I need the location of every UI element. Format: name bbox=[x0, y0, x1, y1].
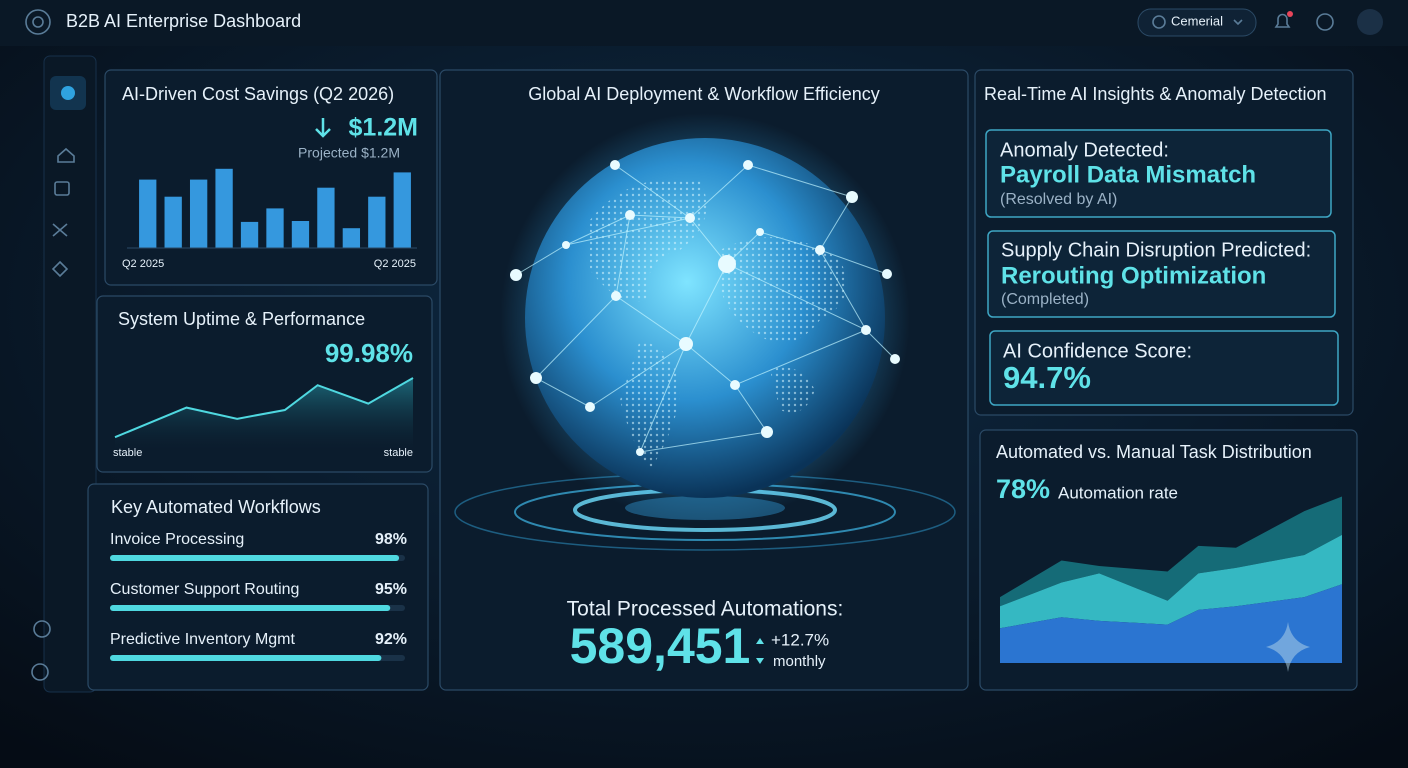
bar bbox=[240, 221, 259, 248]
headline: 78% bbox=[996, 474, 1050, 504]
panel-title: Automated vs. Manual Task Distribution bbox=[996, 442, 1312, 462]
subtitle: Projected $1.2M bbox=[298, 145, 400, 161]
sparkle bbox=[1266, 622, 1310, 672]
subtitle: Automation rate bbox=[1058, 483, 1178, 502]
x-tick-label: Q2 2025 bbox=[374, 258, 416, 270]
card-heading: Supply Chain Disruption Predicted: bbox=[1001, 239, 1311, 261]
line bbox=[114, 377, 414, 439]
bar bbox=[215, 168, 233, 248]
period: monthly bbox=[773, 653, 826, 670]
bar bbox=[189, 179, 208, 248]
insight-card[interactable] bbox=[989, 330, 1339, 406]
card-highlight: Rerouting Optimization bbox=[1001, 262, 1266, 289]
bar bbox=[368, 196, 386, 248]
insight-card[interactable] bbox=[987, 230, 1336, 318]
settings[interactable] bbox=[1316, 13, 1334, 31]
bar bbox=[291, 221, 310, 248]
bar bbox=[164, 196, 182, 248]
nav-icon[interactable] bbox=[54, 181, 70, 196]
app-title: B2B AI Enterprise Dashboard bbox=[66, 11, 301, 31]
bar bbox=[266, 208, 284, 248]
bar bbox=[317, 187, 335, 248]
x-tick-label: Q2 2025 bbox=[122, 258, 164, 270]
row-value: 95% bbox=[375, 581, 407, 598]
panel-title: Real-Time AI Insights & Anomaly Detectio… bbox=[984, 84, 1326, 104]
panel bbox=[87, 483, 429, 691]
chevron bbox=[1233, 19, 1243, 26]
panel-title: System Uptime & Performance bbox=[118, 309, 365, 329]
row-label: Customer Support Routing bbox=[110, 581, 299, 598]
panel-title: Global AI Deployment & Workflow Efficien… bbox=[528, 84, 879, 104]
charts: Q2 2025 Q2 2025 Invoice Processing 98% Custo… bbox=[110, 168, 1342, 663]
card-note: (Completed) bbox=[1001, 291, 1089, 308]
insight-card[interactable] bbox=[985, 129, 1332, 218]
up-arrow bbox=[756, 638, 764, 644]
down-arrow bbox=[756, 658, 764, 664]
bar bbox=[342, 228, 361, 248]
row-label: Predictive Inventory Mgmt bbox=[110, 631, 296, 648]
account-name[interactable]: Cemerial bbox=[1171, 13, 1223, 28]
avatar[interactable] bbox=[1357, 9, 1383, 35]
card-heading: Anomaly Detected: bbox=[1000, 139, 1169, 161]
globe bbox=[454, 113, 956, 551]
row-value: 98% bbox=[375, 531, 407, 548]
headline: $1.2M bbox=[349, 114, 418, 142]
nav-icon[interactable] bbox=[31, 663, 49, 681]
row-value: 92% bbox=[375, 631, 407, 648]
progress-bar bbox=[110, 655, 382, 661]
row-label: Invoice Processing bbox=[110, 531, 244, 548]
nav-icon[interactable] bbox=[52, 223, 68, 237]
card-highlight: 94.7% bbox=[1003, 360, 1091, 395]
bar bbox=[393, 172, 411, 248]
area-layer bbox=[1000, 584, 1342, 663]
notification-dot bbox=[1287, 11, 1293, 17]
card-highlight: Payroll Data Mismatch bbox=[1000, 161, 1256, 188]
total-value: 589,451 bbox=[570, 618, 751, 674]
nav-icon[interactable] bbox=[51, 260, 69, 278]
nav-icon[interactable] bbox=[33, 620, 51, 638]
card-heading: AI Confidence Score: bbox=[1003, 340, 1192, 362]
account-dropdown[interactable] bbox=[1137, 8, 1257, 37]
card-note: (Resolved by AI) bbox=[1000, 191, 1117, 208]
area-layer bbox=[1000, 534, 1342, 629]
notifications[interactable] bbox=[1274, 13, 1291, 28]
headline: 99.98% bbox=[325, 338, 413, 368]
down-arrow bbox=[315, 118, 331, 138]
logo bbox=[25, 9, 51, 35]
total-label: Total Processed Automations: bbox=[567, 598, 844, 621]
nav-icon[interactable] bbox=[61, 86, 75, 100]
panel-title: AI-Driven Cost Savings (Q2 2026) bbox=[122, 84, 394, 104]
sidebar bbox=[43, 55, 97, 693]
bar bbox=[139, 179, 157, 248]
nav-icon[interactable] bbox=[57, 147, 75, 163]
change: +12.7% bbox=[771, 630, 829, 649]
progress-bar bbox=[110, 555, 400, 561]
panel-title: Key Automated Workflows bbox=[111, 497, 321, 517]
area-layer bbox=[1000, 496, 1342, 607]
progress-bar bbox=[110, 605, 391, 611]
globe-icon bbox=[1152, 15, 1166, 29]
